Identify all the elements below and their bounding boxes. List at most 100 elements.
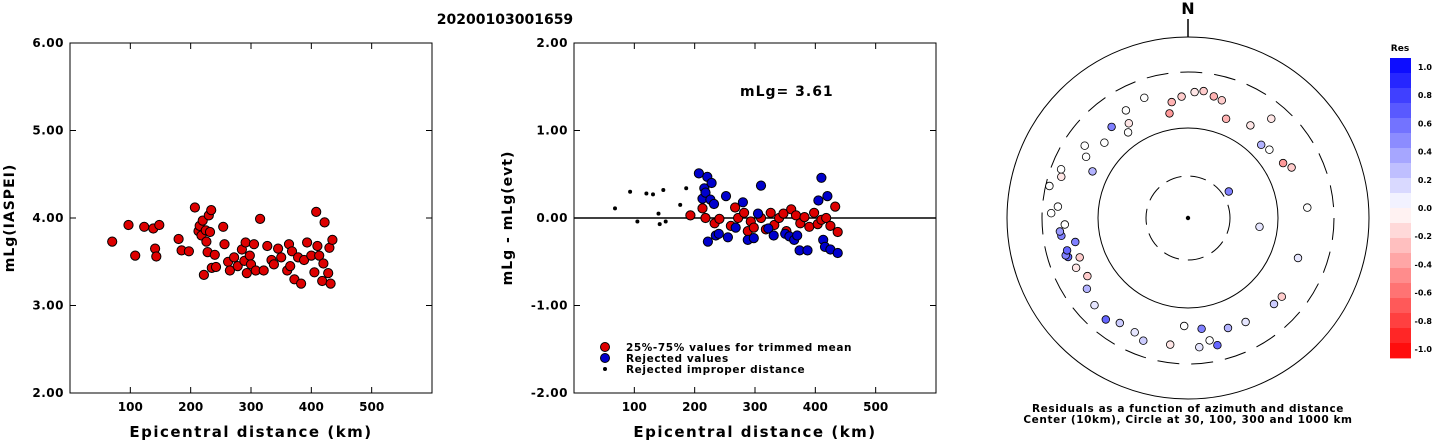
- rejected-point: [832, 247, 843, 259]
- y-tick-label: 3.00: [32, 299, 64, 313]
- rejected-point: [730, 222, 741, 233]
- station-residual-point: [1167, 97, 1176, 107]
- range-circle-30km: [1145, 175, 1231, 261]
- data-point: [130, 250, 141, 261]
- range-circle-100km: [1097, 127, 1279, 309]
- plot-frame: [69, 42, 433, 394]
- x-tick-label: 200: [682, 400, 707, 414]
- data-point: [825, 220, 836, 231]
- rejected-point: [702, 236, 714, 247]
- y-axis-label: mLg - mLg(evt): [500, 151, 516, 286]
- colorbar-label: 0.6: [1418, 119, 1433, 128]
- rejected-distance-point: [651, 192, 655, 197]
- data-point: [198, 269, 209, 280]
- station-residual-point: [1090, 301, 1099, 310]
- data-point: [206, 205, 217, 216]
- rejected-distance-point: [684, 186, 689, 191]
- rejected-point: [763, 223, 774, 234]
- colorbar-cell: [1390, 208, 1411, 224]
- caption-line-2: Center (10km), Circle at 30, 100, 300 an…: [1023, 414, 1352, 426]
- data-point: [123, 219, 134, 231]
- rejected-point: [713, 228, 724, 239]
- data-point: [173, 233, 184, 245]
- colorbar-cell: [1390, 313, 1411, 329]
- rejected-point: [768, 230, 779, 241]
- legend-label: 25%-75% values for trimmed mean: [626, 342, 852, 354]
- rejected-point: [693, 168, 705, 179]
- colorbar-cell: [1390, 238, 1411, 254]
- station-residual-point: [1165, 109, 1174, 118]
- rejected-distance-point: [656, 211, 661, 216]
- station-residual-point: [1269, 299, 1279, 309]
- rejected-point: [752, 208, 764, 219]
- x-ticks: 100 200 300 400 500: [622, 43, 888, 414]
- station-residual-point: [1081, 152, 1091, 161]
- rejected-point: [755, 180, 767, 191]
- station-residual-point: [1115, 318, 1124, 328]
- data-point: [151, 251, 162, 262]
- colorbar-label: -0.2: [1415, 232, 1433, 241]
- data-point: [240, 237, 251, 248]
- colorbar-cell: [1390, 103, 1411, 119]
- data-point: [804, 221, 815, 232]
- colorbar-title: Res: [1391, 44, 1409, 54]
- station-residual-point: [1265, 145, 1274, 154]
- rejected-distance-point: [657, 222, 662, 227]
- data-point: [201, 236, 212, 247]
- data-point: [224, 265, 235, 276]
- station-residual-point: [1255, 222, 1264, 231]
- data-point: [327, 234, 338, 245]
- station-residual-point: [1071, 237, 1080, 247]
- data-point: [276, 252, 287, 263]
- data-point: [189, 202, 200, 213]
- station-residual-point: [1053, 202, 1063, 211]
- north-label: N: [1181, 0, 1194, 18]
- rejected-point: [748, 233, 759, 244]
- rejected-point: [792, 230, 803, 241]
- legend-marker: [603, 367, 607, 371]
- data-point: [714, 213, 725, 224]
- data-point: [832, 226, 843, 238]
- station-residual-point: [1224, 187, 1233, 196]
- station-residual-point: [1165, 340, 1175, 349]
- colorbar-label: 0.2: [1418, 176, 1432, 185]
- colorbar: Res 1.0 0.8 0.6 0.4 0.2 0.0 -0.2 -0.4 -0.6 -0.8 -1…: [1390, 44, 1433, 359]
- station-residual-point: [1121, 106, 1131, 115]
- colorbar-label: 0.4: [1418, 148, 1433, 157]
- polar-points: [1045, 86, 1312, 352]
- colorbar-cell: [1390, 178, 1411, 194]
- data-point: [318, 258, 329, 269]
- data-point: [778, 208, 789, 219]
- data-points: [613, 168, 843, 259]
- data-point: [309, 267, 320, 278]
- station-residual-point: [1221, 114, 1231, 123]
- colorbar-cell: [1390, 283, 1411, 299]
- colorbar-label: 0.0: [1418, 204, 1433, 213]
- y-ticks: 2.00 3.00 4.00 5.00 6.00: [32, 36, 432, 400]
- data-point: [262, 240, 273, 252]
- colorbar-cell: [1390, 193, 1411, 209]
- station-residual-point: [1179, 321, 1189, 331]
- station-residual-point: [1080, 141, 1089, 150]
- data-point: [314, 250, 325, 261]
- colorbar-cell: [1390, 163, 1411, 179]
- epicenter-dot: [1185, 215, 1191, 221]
- colorbar-cell: [1390, 88, 1411, 104]
- rejected-distance-point: [644, 191, 649, 196]
- station-residual-point: [1045, 181, 1054, 191]
- data-point: [748, 222, 759, 233]
- x-tick-label: 100: [622, 400, 647, 414]
- figure-title: 20200103001659: [437, 12, 573, 28]
- colorbar-cell: [1390, 253, 1411, 269]
- station-residual-point: [1123, 128, 1133, 137]
- data-point: [268, 259, 279, 270]
- colorbar-cell: [1390, 58, 1411, 74]
- station-residual-point: [1057, 172, 1066, 181]
- colorbar-cell: [1390, 133, 1411, 149]
- data-point: [323, 268, 334, 279]
- legend: 25%-75% values for trimmed meanRejected …: [600, 342, 852, 376]
- station-residual-point: [1190, 87, 1199, 97]
- y-tick-label: 0.00: [536, 211, 568, 225]
- data-point: [697, 203, 708, 214]
